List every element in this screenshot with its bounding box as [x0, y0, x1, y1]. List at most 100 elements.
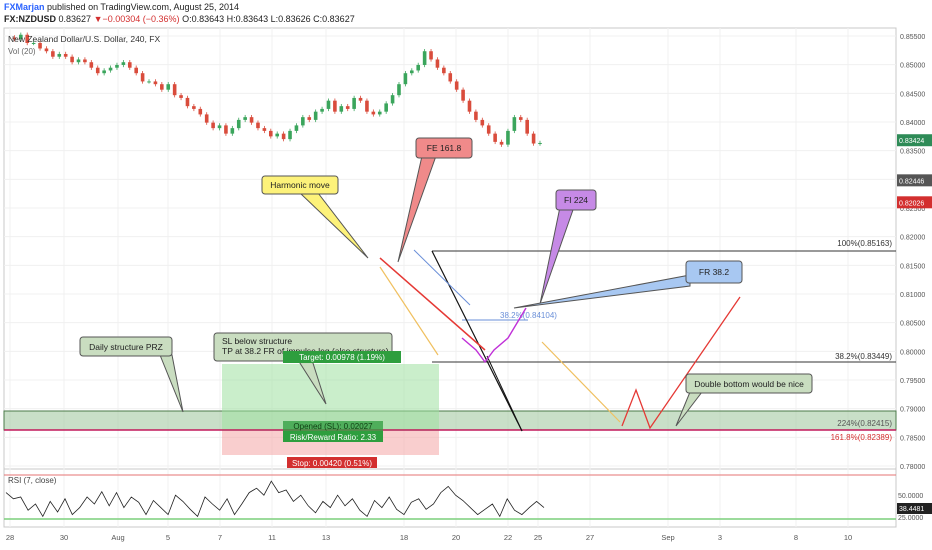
candle-body: [179, 95, 183, 98]
candle-body: [44, 48, 49, 52]
harmonic-callout[interactable]: Harmonic move: [261, 175, 369, 259]
candle-body: [108, 67, 113, 71]
candle-body: [230, 128, 235, 134]
daily-prz-callout[interactable]: Daily structure PRZ: [79, 336, 184, 413]
candle-body: [493, 133, 497, 142]
candle-body: [236, 119, 241, 129]
candle-body: [345, 106, 350, 109]
candle-body: [83, 59, 87, 63]
target-zone: [222, 364, 439, 431]
rsi-line: [5, 480, 545, 518]
price-tick-label: 0.81000: [900, 292, 925, 299]
price-tick-label: 0.78000: [900, 464, 925, 471]
rsi-value-badge: [897, 503, 932, 514]
candle-body: [140, 73, 145, 82]
opened-text: Opened (SL): 0.02027: [293, 422, 373, 431]
price-tick-label: 0.82000: [900, 235, 925, 242]
last-price: 0.83627: [58, 14, 92, 24]
price-tick-label: 0.84500: [900, 91, 925, 98]
candle-body: [512, 117, 517, 131]
price-tag-label: 0.82446: [899, 178, 924, 185]
fe-callout[interactable]: FE 161.8: [397, 137, 473, 263]
time-tick-label: 8: [794, 533, 798, 542]
candle-body: [486, 125, 491, 134]
fe-label: FE 161.8: [427, 143, 462, 153]
horizontal-grid: [4, 35, 896, 467]
candle-body: [153, 81, 158, 85]
quote-line: FX:NZDUSD 0.83627 ▼−0.00304 (−0.36%) O:0…: [4, 14, 355, 24]
harmonic-leg-line-2: [486, 355, 523, 432]
candle-body: [249, 117, 254, 123]
candle-body: [499, 141, 504, 145]
candle-body: [326, 100, 331, 109]
candle-body: [243, 117, 247, 120]
double-bottom-projection: [621, 296, 741, 430]
time-tick-label: 3: [718, 533, 722, 542]
time-axis: 28 30 Aug 5 7 11 13 18 20 22 25 27 Sep 3 8 10: [6, 533, 852, 542]
candle-body: [198, 108, 203, 115]
candle-body: [172, 84, 177, 96]
rsi-pane: [3, 468, 897, 528]
price-tag-label: 0.83424: [899, 138, 924, 145]
opened-badge: Opened (SL): 0.02027: [283, 421, 383, 431]
candle-body: [127, 62, 132, 68]
fr-callout[interactable]: FR 38.2: [513, 260, 743, 309]
time-tick-label: 30: [60, 533, 68, 542]
price-tick-label: 0.79000: [900, 407, 925, 414]
candle-body: [31, 42, 36, 44]
candle-body: [294, 125, 299, 131]
time-tick-label: 18: [400, 533, 408, 542]
candle-body: [377, 111, 382, 115]
candle-body: [160, 84, 164, 90]
time-tick-label: 7: [218, 533, 222, 542]
price-tag: [897, 196, 932, 209]
author-name[interactable]: FXMarjan: [4, 2, 45, 12]
price-tag: [897, 174, 932, 187]
candle-body: [192, 106, 196, 109]
fib-161-label: 161.8%(0.82389): [831, 433, 893, 442]
time-tick-label: 27: [586, 533, 594, 542]
double-bottom-callout[interactable]: Double bottom would be nice: [675, 373, 813, 427]
candle-body: [256, 122, 260, 129]
daily-prz-label: Daily structure PRZ: [89, 342, 163, 352]
rr-text: Risk/Reward Ratio: 2.33: [290, 433, 377, 442]
time-tick-label: 10: [844, 533, 852, 542]
price-tick-label: 0.80000: [900, 349, 925, 356]
candle-body: [320, 108, 324, 112]
candle-body: [115, 64, 119, 68]
fib-100-label: 100%(0.85163): [837, 239, 892, 248]
symbol: FX:NZDUSD: [4, 14, 56, 24]
time-tick-label: Aug: [111, 533, 124, 542]
candle-body: [70, 56, 74, 63]
candle-body: [224, 125, 228, 134]
abc-line-blue: [413, 249, 471, 306]
price-axis: 0.855000.850000.845000.840000.835000.830…: [900, 34, 925, 471]
candle-body: [365, 100, 369, 112]
fi-callout[interactable]: FI 224: [539, 189, 597, 305]
candle-body: [211, 122, 215, 129]
candle-body: [63, 53, 68, 57]
rsi-tick-50: 50.0000: [898, 493, 923, 500]
candle-body: [339, 106, 344, 112]
candle-body: [262, 128, 267, 131]
price-tag: [897, 134, 932, 147]
candle-body: [307, 117, 312, 120]
candle-body: [204, 114, 209, 123]
stop-text: Stop: 0.00420 (0.51%): [292, 459, 372, 468]
publish-line: FXMarjan published on TradingView.com, A…: [4, 2, 239, 12]
candle-body: [57, 53, 62, 57]
candle-body: [474, 111, 478, 120]
candle-body: [95, 67, 100, 74]
price-tag-label: 0.82026: [899, 200, 924, 207]
candle-body: [467, 100, 472, 112]
published-text: published on TradingView.com, August 25,…: [47, 2, 240, 12]
vertical-grid: [9, 28, 849, 527]
candles: [12, 32, 542, 147]
fib-38-impulse-label: 38.2%(0.84104): [500, 311, 557, 320]
candle-body: [166, 84, 171, 90]
harmonic-leg-line-1: [431, 250, 523, 432]
fib-38-label: 38.2%(0.83449): [835, 352, 892, 361]
candle-body: [76, 59, 81, 63]
